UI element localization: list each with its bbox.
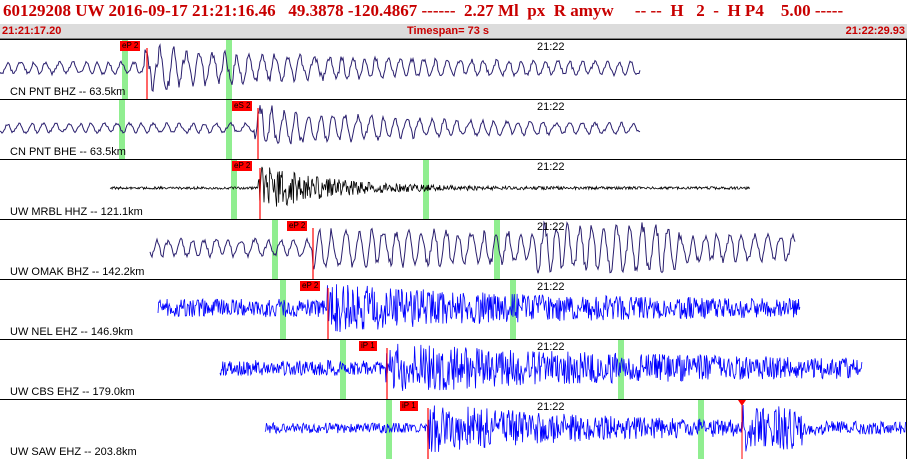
seismic-trace: [0, 105, 641, 145]
waveform-panel[interactable]: eP 2 21:22 CN PNT BHZ -- 63.5km: [0, 39, 907, 99]
seismic-trace: [219, 343, 863, 391]
waveform-panel[interactable]: iP 1 21:22 UW CBS EHZ -- 179.0km: [0, 339, 907, 399]
phase-marker: [226, 100, 232, 159]
minute-tick-label: 21:22: [537, 401, 565, 413]
waveform-plot: [157, 280, 801, 339]
phase-pick-label[interactable]: eP 2: [300, 281, 321, 291]
timespan-label: Timespan= 73 s: [407, 25, 490, 37]
phase-marker: [272, 220, 278, 279]
window-end-time: 21:22:29.93: [845, 25, 905, 37]
waveform-panel[interactable]: iP 1 21:22 UW SAW EHZ -- 203.8km: [0, 399, 907, 459]
waveform-plot: [0, 40, 641, 99]
seismic-trace: [109, 166, 751, 207]
phase-pick-label[interactable]: eP 2: [232, 161, 253, 171]
phase-pick-label[interactable]: eP 2: [120, 41, 141, 51]
seismic-trace: [264, 404, 906, 453]
minute-tick-label: 21:22: [537, 221, 565, 233]
waveform-plot: [149, 220, 796, 279]
phase-pick-label[interactable]: eP 2: [287, 221, 308, 231]
seismic-trace: [149, 220, 796, 274]
channel-label: CN PNT BHZ -- 63.5km: [10, 86, 126, 98]
minute-tick-label: 21:22: [537, 281, 565, 293]
waveform-plot: [264, 400, 906, 459]
seismic-trace: [0, 43, 641, 93]
waveform-panels: eP 2 21:22 CN PNT BHZ -- 63.5km eS 2 21:22 CN…: [0, 39, 907, 460]
waveform-plot: [109, 160, 751, 219]
waveform-panel[interactable]: eP 2 21:22 UW OMAK BHZ -- 142.2km: [0, 219, 907, 279]
waveform-panel[interactable]: eS 2 21:22 CN PNT BHE -- 63.5km: [0, 99, 907, 159]
phase-pick-label[interactable]: iP 1: [400, 401, 418, 411]
channel-label: UW MRBL HHZ -- 121.1km: [10, 206, 143, 218]
event-info-text: 60129208 UW 2016-09-17 21:21:16.46 49.38…: [3, 1, 844, 20]
phase-marker: [340, 340, 346, 399]
waveform-panel[interactable]: eP 2 21:22 UW MRBL HHZ -- 121.1km: [0, 159, 907, 219]
minute-tick-label: 21:22: [537, 161, 565, 173]
waveform-plot: [219, 340, 863, 399]
channel-label: UW SAW EHZ -- 203.8km: [10, 446, 137, 458]
waveform-panel[interactable]: eP 2 21:22 UW NEL EHZ -- 146.9km: [0, 279, 907, 339]
channel-label: UW OMAK BHZ -- 142.2km: [10, 266, 145, 278]
time-bar: 21:21:17.20 Timespan= 73 s 21:22:29.93: [0, 24, 907, 39]
minute-tick-label: 21:22: [537, 41, 565, 53]
minute-tick-label: 21:22: [537, 101, 565, 113]
phase-marker: [231, 160, 237, 219]
phase-pick-label[interactable]: eS 2: [232, 101, 253, 111]
channel-label: CN PNT BHE -- 63.5km: [10, 146, 126, 158]
window-start-time: 21:21:17.20: [2, 25, 62, 37]
channel-label: UW CBS EHZ -- 179.0km: [10, 386, 135, 398]
phase-marker: [698, 400, 704, 459]
phase-pick-label[interactable]: iP 1: [359, 341, 377, 351]
event-header: 60129208 UW 2016-09-17 21:21:16.46 49.38…: [0, 0, 907, 24]
phase-marker: [119, 100, 125, 159]
seismic-trace: [157, 284, 801, 333]
channel-label: UW NEL EHZ -- 146.9km: [10, 326, 134, 338]
phase-marker: [494, 220, 500, 279]
waveform-plot: [0, 100, 641, 159]
minute-tick-label: 21:22: [537, 341, 565, 353]
